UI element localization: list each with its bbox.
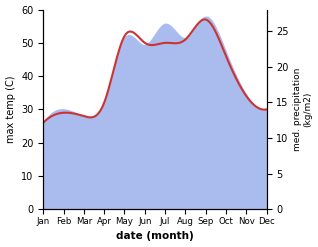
Y-axis label: med. precipitation
(kg/m2): med. precipitation (kg/m2) — [293, 68, 313, 151]
Y-axis label: max temp (C): max temp (C) — [5, 76, 16, 143]
X-axis label: date (month): date (month) — [116, 231, 194, 242]
